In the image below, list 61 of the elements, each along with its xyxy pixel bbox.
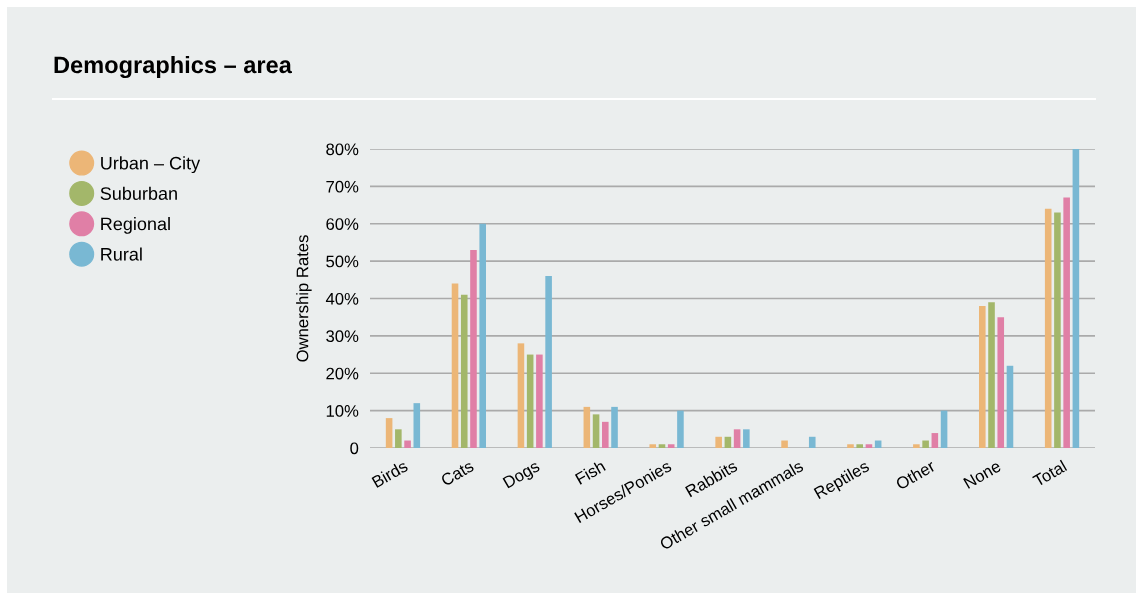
bar: [479, 223, 486, 448]
y-tick-label: 30%: [326, 330, 359, 343]
y-axis-title: Ownership Rates: [296, 235, 312, 362]
bar: [451, 283, 459, 448]
bar: [460, 294, 468, 448]
bar: [743, 429, 750, 448]
bar: [808, 436, 816, 448]
bar: [1006, 365, 1014, 448]
bar: [602, 421, 609, 448]
y-tick-label: 0: [350, 442, 359, 455]
y-tick-label: 10%: [326, 405, 359, 417]
bar: [677, 410, 684, 448]
bar: [1063, 197, 1070, 448]
bar: [856, 444, 863, 448]
bar: [922, 440, 929, 448]
bar: [913, 444, 920, 448]
bar: [526, 354, 534, 448]
bar: [931, 433, 939, 448]
x-tick-label: Other: [894, 459, 937, 491]
y-tick-label: 20%: [326, 367, 359, 380]
bar: [404, 440, 411, 448]
bar: [1072, 149, 1080, 448]
y-tick-label: 60%: [326, 218, 359, 230]
bar: [988, 302, 995, 448]
y-tick-label: 80%: [326, 143, 359, 156]
bar: [470, 249, 477, 448]
x-tick-label: Birds: [371, 459, 409, 489]
y-tick-label: 50%: [326, 255, 359, 268]
bar: [611, 406, 618, 448]
bar: [658, 444, 666, 448]
bar: [715, 436, 722, 448]
legend-label: Urban – City: [101, 156, 201, 174]
bar: [781, 440, 788, 448]
legend-label: Regional: [101, 217, 170, 234]
x-tick-label: Total: [1031, 459, 1068, 488]
x-tick-label: Cats: [440, 459, 475, 487]
bar: [979, 305, 986, 448]
bar: [940, 410, 948, 448]
bar: [847, 444, 854, 448]
x-tick-label: Dogs: [502, 459, 543, 492]
bar: [865, 444, 873, 448]
y-tick-label: 70%: [326, 180, 359, 193]
bar: [517, 343, 525, 448]
bar: [413, 403, 421, 448]
bar: [583, 406, 591, 448]
legend-label: Suburban: [100, 186, 177, 200]
text: Demographics – area: [54, 55, 292, 79]
bar: [733, 429, 741, 448]
bar: [395, 429, 402, 448]
bar: [385, 418, 393, 448]
y-tick-label: 40%: [325, 292, 359, 305]
bar: [667, 444, 675, 448]
bar: [536, 354, 543, 448]
bar: [545, 276, 552, 448]
bar: [592, 414, 600, 448]
bar: [997, 317, 1005, 448]
bar: [1054, 212, 1061, 448]
bar: [1044, 208, 1052, 448]
x-tick-label: None: [963, 460, 1002, 489]
bar: [649, 444, 657, 448]
legend-label: Rural: [101, 247, 142, 261]
